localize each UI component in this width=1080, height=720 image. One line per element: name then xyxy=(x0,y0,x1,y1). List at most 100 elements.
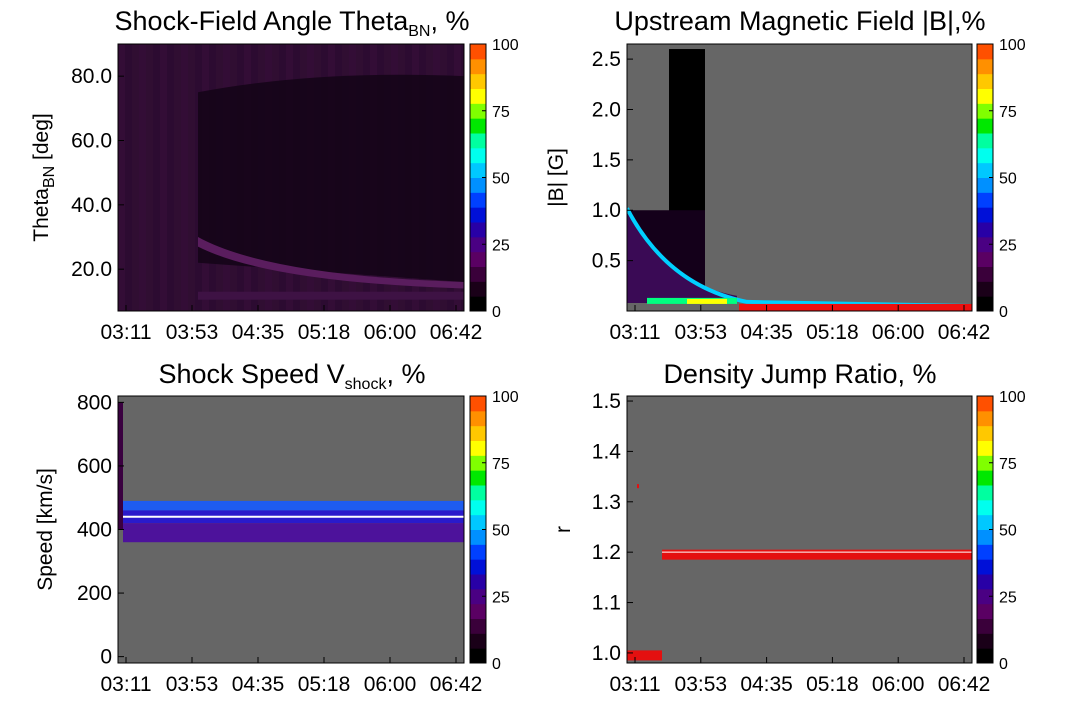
heatmap-column xyxy=(188,44,195,311)
x-tick-label: 06:42 xyxy=(430,321,483,344)
colorbar-segment xyxy=(977,499,993,516)
colorbar-segment xyxy=(470,251,486,267)
colorbar-segment xyxy=(470,396,486,412)
panel-title: Density Jump Ratio, % xyxy=(663,359,936,389)
x-tick-label: 03:11 xyxy=(101,321,152,344)
heatmap-hot-spot xyxy=(687,298,727,304)
colorbar-segment xyxy=(977,207,993,223)
colorbar-segment xyxy=(977,559,993,575)
colorbar-segment xyxy=(977,296,993,312)
heatmap-band xyxy=(198,237,464,289)
colorbar-segment xyxy=(470,514,486,530)
colorbar: 0 25 50 75 100 xyxy=(469,37,519,321)
colorbar-segment xyxy=(470,574,486,590)
ylabel-sub: BN xyxy=(41,166,58,188)
y-tick-label: 1.1 xyxy=(592,592,621,615)
colorbar-tick-label: 25 xyxy=(492,237,510,254)
plot-area xyxy=(627,44,972,311)
colorbar-segment xyxy=(977,281,993,297)
colorbar-segment xyxy=(977,544,993,560)
colorbar-segment xyxy=(470,440,486,456)
panel-4: Density Jump Ratio, % r 1.0 1.1 1.2 1.3 1.4 1.5… xyxy=(552,359,1026,696)
heatmap-ridge xyxy=(627,207,972,308)
colorbar-segment xyxy=(977,192,993,208)
x-tick-label: 03:53 xyxy=(166,321,219,344)
colorbar-tick-label: 50 xyxy=(492,171,510,188)
colorbar-segment xyxy=(470,648,486,664)
colorbar-tick-label: 75 xyxy=(492,104,510,121)
x-tick-label: 04:35 xyxy=(232,673,285,696)
x-tick-label: 04:35 xyxy=(232,321,285,344)
colorbar-segment xyxy=(470,410,486,427)
x-tick-label: 03:11 xyxy=(610,321,661,344)
colorbar-segment xyxy=(470,618,486,634)
panel-1: Shock-Field Angle ThetaBN, %ThetaBN [deg… xyxy=(30,6,519,344)
heatmap-red-band xyxy=(627,650,662,661)
y-tick-label: 40.0 xyxy=(71,194,112,217)
colorbar-tick-label: 0 xyxy=(999,304,1008,321)
y-tick-label: 800 xyxy=(77,391,112,414)
colorbar-segment xyxy=(977,455,993,471)
x-tick-label: 05:18 xyxy=(298,673,351,696)
colorbar-segment xyxy=(977,251,993,267)
colorbar-segment xyxy=(977,470,993,486)
colorbar-tick-label: 100 xyxy=(492,389,519,406)
colorbar-segment xyxy=(977,266,993,282)
title-suffix: , % xyxy=(430,6,469,36)
y-tick-label: 1.2 xyxy=(592,541,621,564)
y-tick-label: 2.5 xyxy=(592,48,621,71)
colorbar-segment xyxy=(470,559,486,575)
heatmap-column xyxy=(181,44,188,311)
y-tick-label: 0 xyxy=(100,646,112,669)
colorbar-segment xyxy=(470,236,486,253)
colorbar-tick-label: 50 xyxy=(999,523,1017,540)
heatmap-column xyxy=(132,44,139,311)
colorbar-segment xyxy=(470,88,486,104)
colorbar-segment xyxy=(977,396,993,412)
heatmap-column xyxy=(153,44,160,311)
x-tick-label: 03:11 xyxy=(610,673,661,696)
heatmap-column xyxy=(146,44,153,311)
colorbar-segment xyxy=(977,133,993,149)
heatmap-band xyxy=(123,523,464,543)
colorbar-segment xyxy=(977,618,993,634)
plot-frame xyxy=(117,43,465,312)
colorbar-segment xyxy=(470,544,486,560)
ylabel-main: Theta xyxy=(30,188,53,242)
x-tick-label: 04:35 xyxy=(740,673,793,696)
colorbar-segment xyxy=(977,118,993,134)
heatmap-column xyxy=(118,44,125,311)
colorbar-segment xyxy=(470,603,486,619)
colorbar-tick-label: 75 xyxy=(999,104,1017,121)
colorbar-tick-label: 25 xyxy=(492,589,510,606)
colorbar-segment xyxy=(470,207,486,223)
colorbar-segment xyxy=(470,296,486,312)
colorbar-segment xyxy=(470,455,486,471)
colorbar-segment xyxy=(470,133,486,149)
colorbar-segment xyxy=(977,440,993,456)
x-tick-label: 06:42 xyxy=(430,673,483,696)
colorbar: 0 25 50 75 100 xyxy=(469,389,519,673)
colorbar-segment xyxy=(470,162,486,178)
heatmap-band xyxy=(123,500,464,511)
x-tick-label: 04:35 xyxy=(740,321,793,344)
ylabel-main: |B| [G] xyxy=(545,148,568,207)
heatmap-red-band xyxy=(662,549,972,560)
ylabel-suffix: [deg] xyxy=(30,113,53,166)
panel-title: Shock Speed Vshock, % xyxy=(159,359,426,393)
colorbar-segment xyxy=(977,514,993,530)
colorbar-tick-label: 100 xyxy=(999,389,1026,406)
colorbar-segment xyxy=(470,192,486,208)
x-tick-label: 05:18 xyxy=(806,321,859,344)
x-tick-label: 03:53 xyxy=(675,673,728,696)
x-tick-label: 06:00 xyxy=(872,321,925,344)
plot-frame xyxy=(626,43,973,312)
colorbar-segment xyxy=(470,147,486,164)
x-tick-label: 06:42 xyxy=(938,321,991,344)
title-main: Shock Speed V xyxy=(159,359,345,389)
colorbar-segment xyxy=(470,485,486,501)
colorbar-segment xyxy=(977,236,993,253)
colorbar-segment xyxy=(977,588,993,605)
colorbar-tick-label: 0 xyxy=(492,656,501,673)
